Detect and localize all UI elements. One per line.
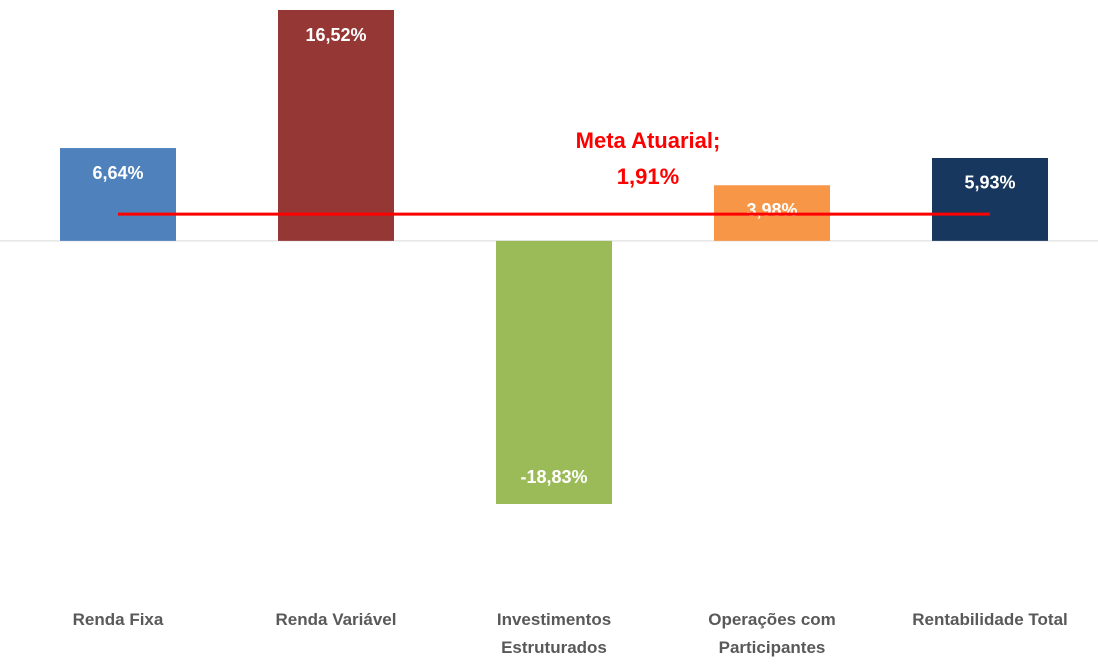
category-label: Renda Variável: [275, 610, 397, 629]
value-label: 3,98%: [746, 200, 797, 220]
value-label: 6,64%: [92, 163, 143, 183]
target-label: Meta Atuarial;: [576, 128, 721, 153]
bar: [278, 10, 394, 241]
category-label: Operações com Participantes: [708, 610, 836, 657]
value-label: 16,52%: [305, 25, 366, 45]
bar: [932, 157, 1048, 241]
target-value-label: 1,91%: [617, 164, 679, 189]
value-label: -18,83%: [520, 467, 587, 487]
bar: [496, 240, 612, 504]
category-label: Rentabilidade Total: [912, 610, 1068, 629]
category-label: Investimentos Estruturados: [496, 610, 612, 657]
category-label: Renda Fixa: [72, 610, 164, 629]
bar: [60, 148, 176, 241]
value-label: 5,93%: [964, 173, 1015, 193]
